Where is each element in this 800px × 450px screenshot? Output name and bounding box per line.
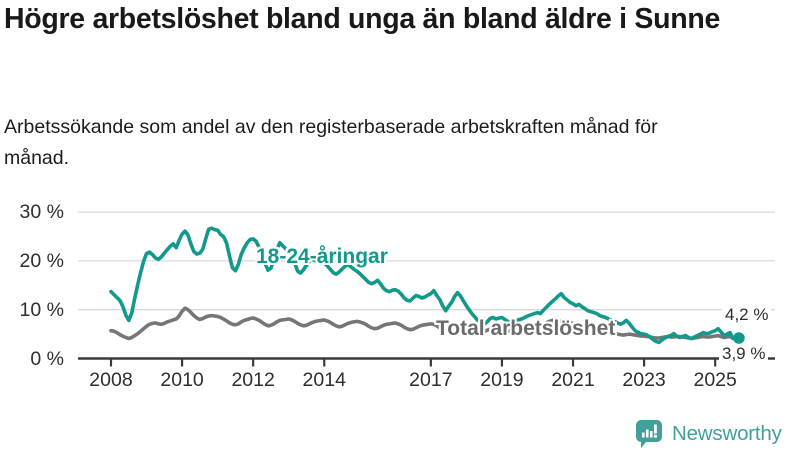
x-axis-label: 2010 xyxy=(160,369,204,391)
chart-title: Högre arbetslöshet bland unga än bland ä… xyxy=(4,3,721,35)
y-axis-label: 10 % xyxy=(19,298,64,321)
x-axis-label: 2017 xyxy=(409,369,453,391)
brand-footer: Newsworthy xyxy=(636,420,782,448)
x-axis-label: 2019 xyxy=(480,369,524,391)
end-value-label-total: 3,9 % xyxy=(719,344,769,363)
x-axis-label: 2021 xyxy=(551,369,595,391)
chart-subtitle: Arbetssökande som andel av den registerb… xyxy=(4,116,658,169)
end-value-label-young: 4,2 % xyxy=(722,305,772,324)
brand-name: Newsworthy xyxy=(672,422,782,445)
series-label-young: 18-24-åringar xyxy=(256,245,388,268)
series-line-total xyxy=(109,306,741,342)
x-axis-label: 2025 xyxy=(693,369,737,391)
newsworthy-logo-icon xyxy=(636,420,662,448)
x-axis-label: 2012 xyxy=(231,369,275,391)
x-axis-label: 2014 xyxy=(302,369,346,391)
x-axis-label: 2023 xyxy=(622,369,666,391)
x-axis-label: 2008 xyxy=(89,369,133,391)
y-axis-label: 30 % xyxy=(19,201,64,224)
series-label-total: Total arbetslöshet xyxy=(436,317,616,340)
y-axis-label: 20 % xyxy=(19,249,64,272)
y-axis-label: 0 % xyxy=(30,347,64,370)
series-end-dot xyxy=(733,332,745,344)
series-line-young xyxy=(109,226,741,345)
